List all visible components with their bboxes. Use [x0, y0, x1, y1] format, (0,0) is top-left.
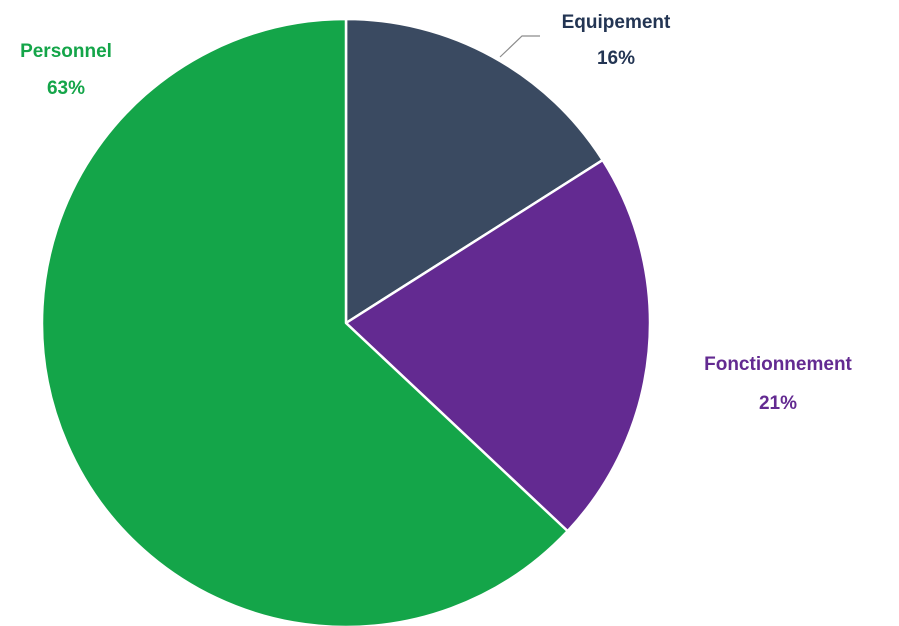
slice-label-equipement: Equipement	[562, 12, 671, 33]
pie-slices	[40, 17, 652, 626]
pie-slice-equipement	[344, 17, 604, 325]
slice-label-personnel: Personnel	[20, 41, 112, 62]
slice-value-fonctionnement: 21%	[759, 393, 797, 414]
pie-slice-personnel	[40, 17, 569, 626]
slice-labels: Equipement 16% Fonctionnement 21% Personnel 6…	[20, 12, 852, 414]
pie-slice-fonctionnement	[344, 158, 652, 533]
slice-label-fonctionnement: Fonctionnement	[704, 354, 852, 375]
slice-value-equipement: 16%	[597, 48, 635, 69]
slice-value-personnel: 63%	[47, 78, 85, 99]
leader-line-equipement	[499, 35, 540, 58]
